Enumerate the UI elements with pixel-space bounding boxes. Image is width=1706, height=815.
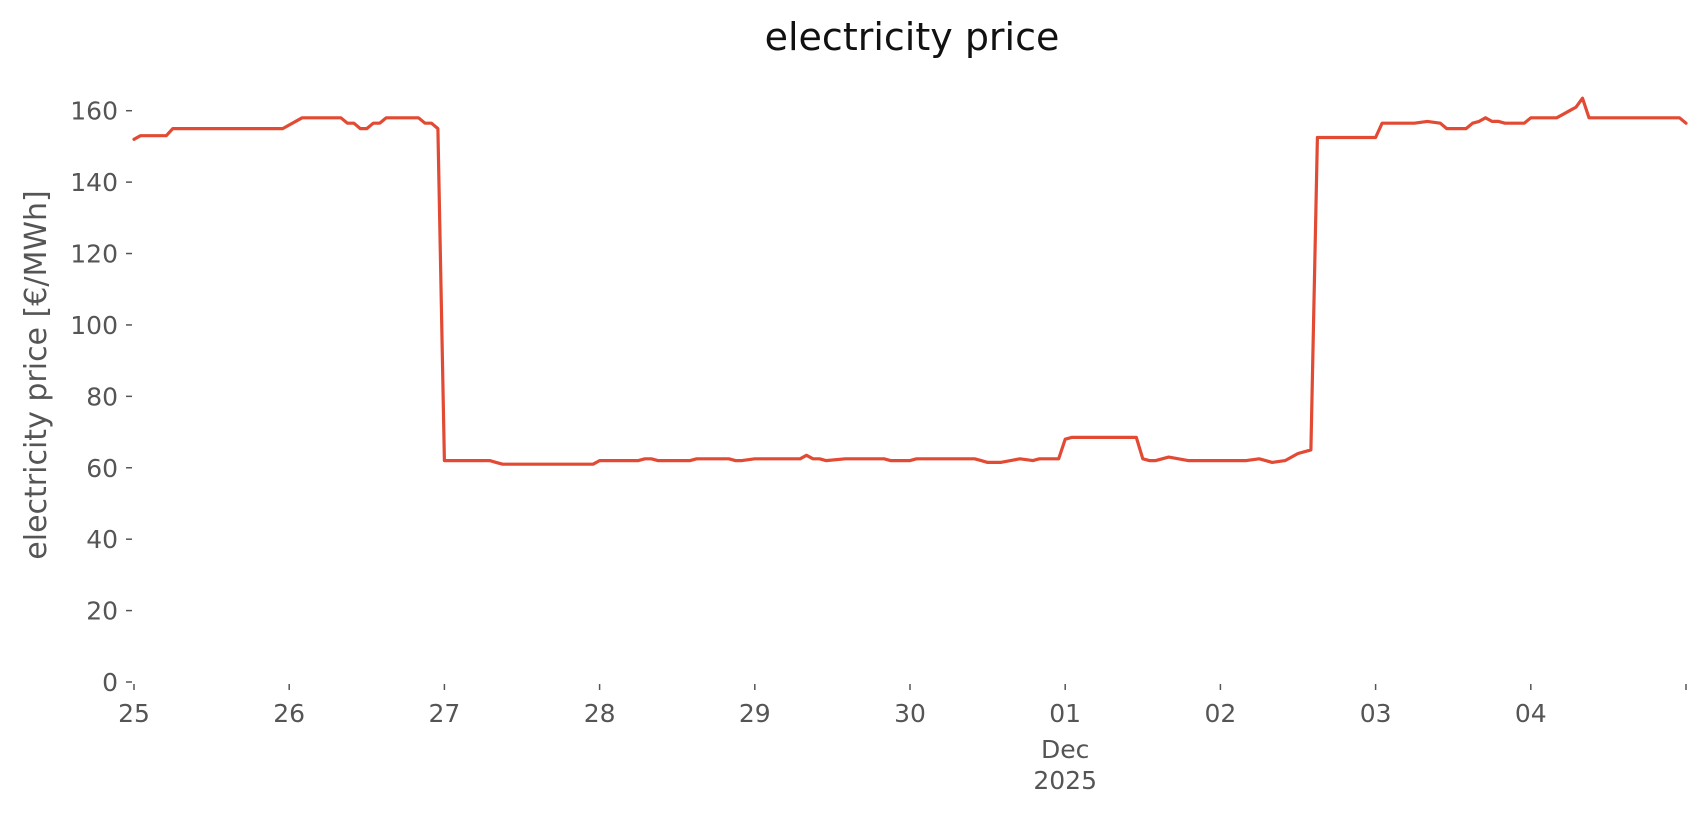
y-tick-label: 40 <box>86 525 118 554</box>
y-tick-label: 100 <box>70 311 118 340</box>
series-group <box>132 96 1688 466</box>
y-tick-label: 80 <box>86 382 118 411</box>
y-tick-label: 0 <box>102 668 118 697</box>
x-month-label: Dec <box>1041 735 1089 764</box>
y-tick-label: 140 <box>70 168 118 197</box>
series-line <box>132 96 1688 466</box>
x-tick-label: 25 <box>118 699 150 728</box>
x-tick-label: 29 <box>739 699 771 728</box>
x-year-label: 2025 <box>1033 766 1097 795</box>
x-tick-label: 01 <box>1049 699 1081 728</box>
y-tick-label: 160 <box>70 97 118 126</box>
y-axis: 0 20 40 60 80 100 120 140 160 <box>70 97 132 697</box>
x-tick-label: 27 <box>428 699 460 728</box>
x-tick-label: 03 <box>1360 699 1392 728</box>
x-tick-label: 04 <box>1515 699 1547 728</box>
y-tick-label: 120 <box>70 240 118 269</box>
x-tick-label: 02 <box>1204 699 1236 728</box>
y-axis-label: electricity price [€/MWh] <box>19 190 54 559</box>
x-tick-label: 26 <box>273 699 305 728</box>
y-tick-label: 20 <box>86 597 118 626</box>
y-tick-label: 60 <box>86 454 118 483</box>
chart-title: electricity price <box>765 15 1060 59</box>
x-tick-label: 30 <box>894 699 926 728</box>
x-tick-label: 28 <box>584 699 616 728</box>
